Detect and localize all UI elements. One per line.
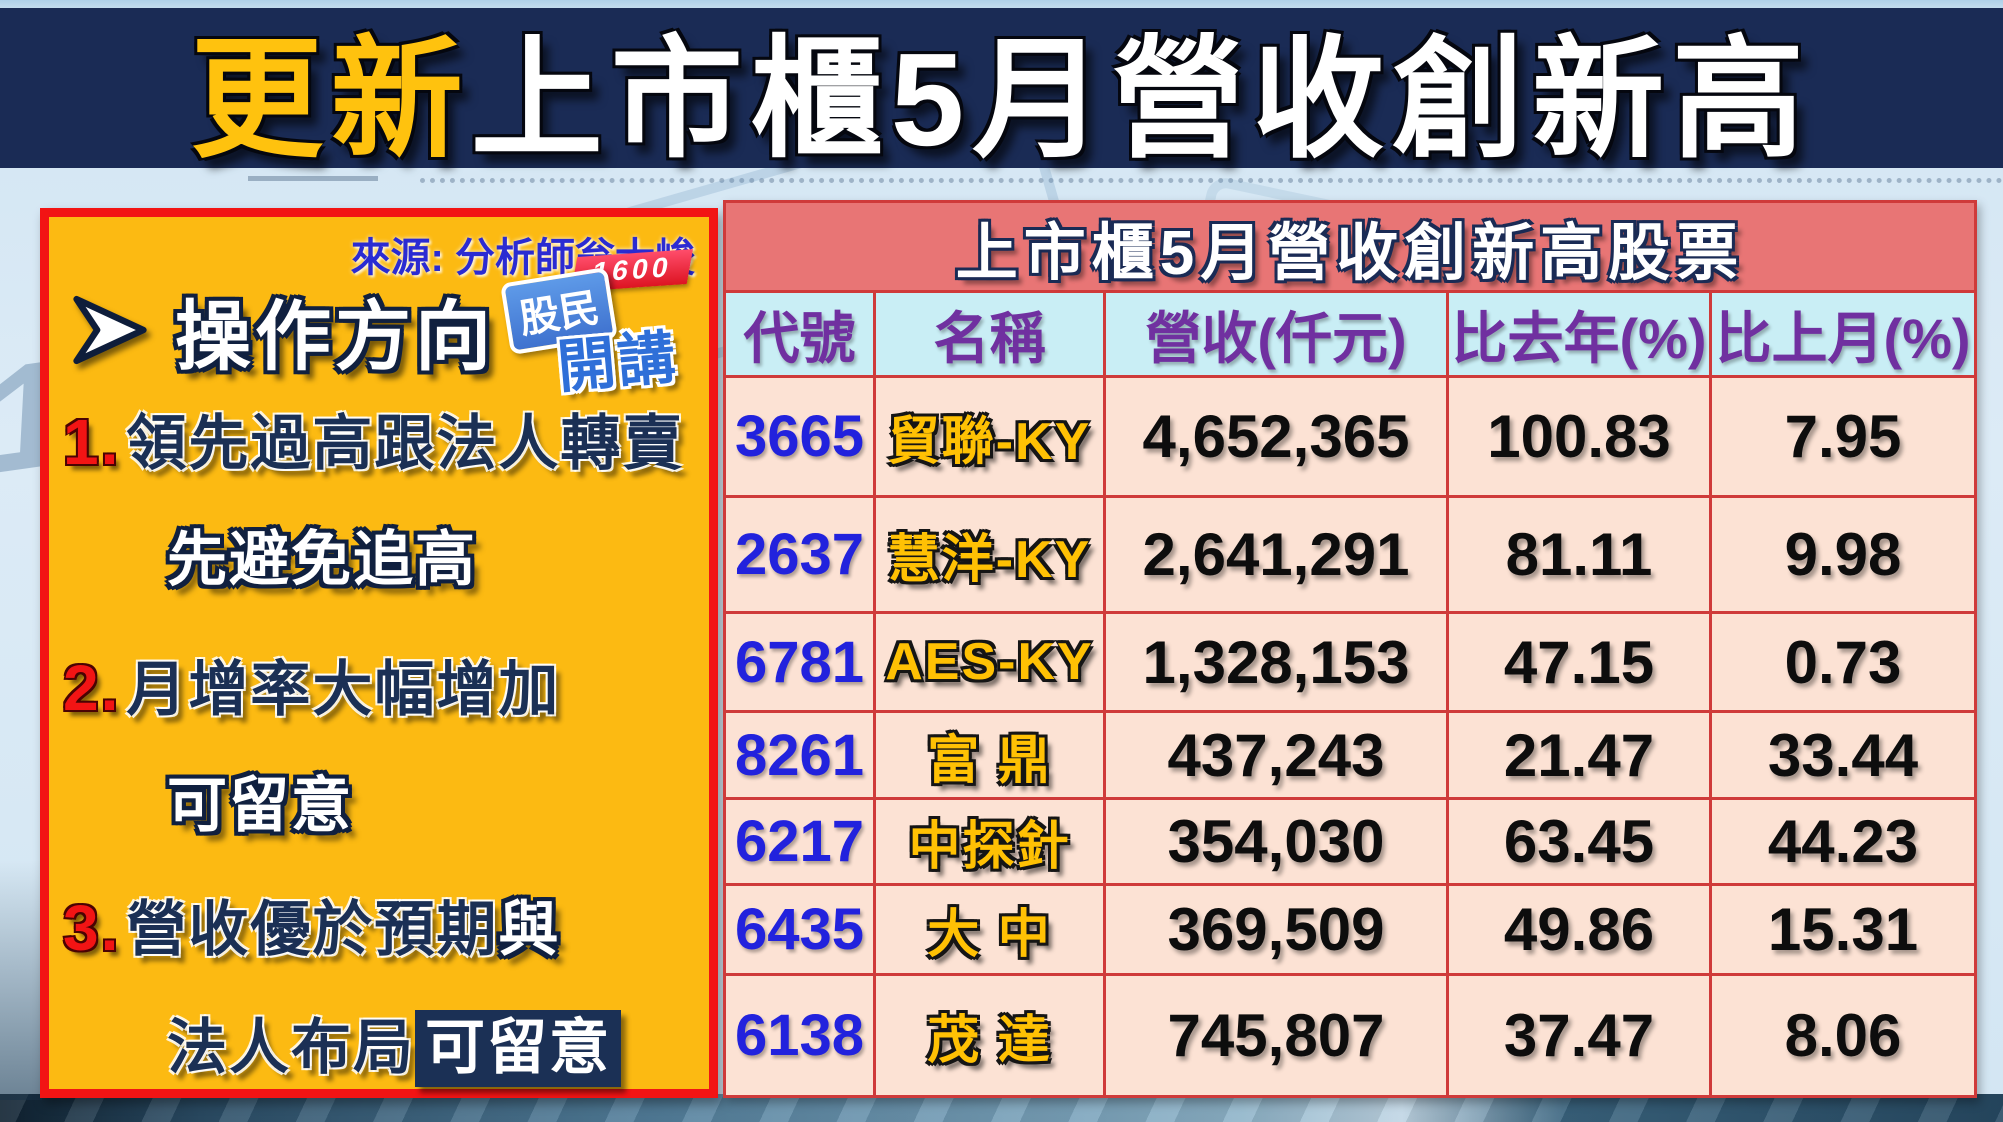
title-rest: 上市櫃5月營收創新高 [470,25,1813,173]
column-header-name: 名稱 [876,293,1106,378]
cell-stock-name: 慧洋-KY [876,498,1106,614]
cell-stock-code: 8261 [726,713,876,800]
cell-stock-code: 2637 [726,498,876,614]
cell-yoy: 100.83 [1449,378,1712,498]
table-title: 上市櫃5月營收創新高股票 [955,218,1745,288]
cell-stock-code: 6781 [726,614,876,713]
commentary-panel: 來源: 分析師翁士峻 1600 股民 開講 操作方向 1. 領先過高跟法人轉賣 先… [40,208,718,1098]
cell-yoy: 63.45 [1449,800,1712,886]
panel-heading-label: 操作方向 [175,295,495,380]
left-photo-shade [0,860,42,1100]
cell-revenue: 369,509 [1106,886,1449,976]
item-number: 2. [63,652,121,724]
cell-revenue: 745,807 [1106,976,1449,1095]
cell-stock-name: AES-KY [876,614,1106,713]
list-item-3-line-1: 3. 營收優於預期與 [63,892,561,964]
cell-mom: 0.73 [1712,614,1974,713]
cell-mom: 8.06 [1712,976,1974,1095]
column-header-revenue: 營收(仟元) [1106,293,1449,378]
cell-revenue: 4,652,365 [1106,378,1449,498]
item-number: 1. [63,406,121,478]
arrow-icon [73,295,147,365]
table-title-bar: 上市櫃5月營收創新高股票 [726,203,1974,293]
cell-mom: 15.31 [1712,886,1974,976]
column-header-mom: 比上月(%) [1712,293,1974,378]
cell-stock-name: 大 中 [876,886,1106,976]
show-logo: 1600 股民 開講 [500,249,693,403]
list-item-1-line-2: 先避免追高 [167,526,477,593]
cell-mom: 33.44 [1712,713,1974,800]
cell-yoy: 47.15 [1449,614,1712,713]
list-item-1-line-1: 1. 領先過高跟法人轉賣 [63,406,685,478]
revenue-table: 上市櫃5月營收創新高股票 代號 名稱 營收(仟元) 比去年(%) 比上月(%) … [723,200,1977,1098]
cell-mom: 9.98 [1712,498,1974,614]
cell-revenue: 437,243 [1106,713,1449,800]
cell-yoy: 81.11 [1449,498,1712,614]
cell-mom: 44.23 [1712,800,1974,886]
title-bar: 更新上市櫃5月營收創新高 [0,8,2003,173]
cell-revenue: 2,641,291 [1106,498,1449,614]
cell-stock-code: 6138 [726,976,876,1095]
item-number: 3. [63,892,121,964]
cell-revenue: 354,030 [1106,800,1449,886]
cell-stock-name: 茂 達 [876,976,1106,1095]
list-item-2-line-2: 可留意 [167,772,353,839]
table-grid: 代號 名稱 營收(仟元) 比去年(%) 比上月(%) 3665 貿聯-KY 4,… [726,293,1974,1095]
panel-heading: 操作方向 [71,275,495,385]
cell-yoy: 21.47 [1449,713,1712,800]
cell-revenue: 1,328,153 [1106,614,1449,713]
cell-yoy: 37.47 [1449,976,1712,1095]
column-header-yoy: 比去年(%) [1449,293,1712,378]
cell-stock-code: 3665 [726,378,876,498]
cell-stock-name: 中探針 [876,800,1106,886]
list-item-2-line-1: 2. 月增率大幅增加 [63,652,561,724]
column-header-code: 代號 [726,293,876,378]
cell-mom: 7.95 [1712,378,1974,498]
cell-stock-name: 富 鼎 [876,713,1106,800]
cell-stock-code: 6217 [726,800,876,886]
cell-yoy: 49.86 [1449,886,1712,976]
title-highlight: 更新 [190,25,471,173]
logo-word: 開講 [554,324,681,401]
page-title: 更新上市櫃5月營收創新高 [191,0,1812,184]
cell-stock-name: 貿聯-KY [876,378,1106,498]
list-item-3-line-2: 法人布局 可留意 [167,999,621,1087]
bottom-photo-band [0,1094,2003,1122]
cell-stock-code: 6435 [726,886,876,976]
